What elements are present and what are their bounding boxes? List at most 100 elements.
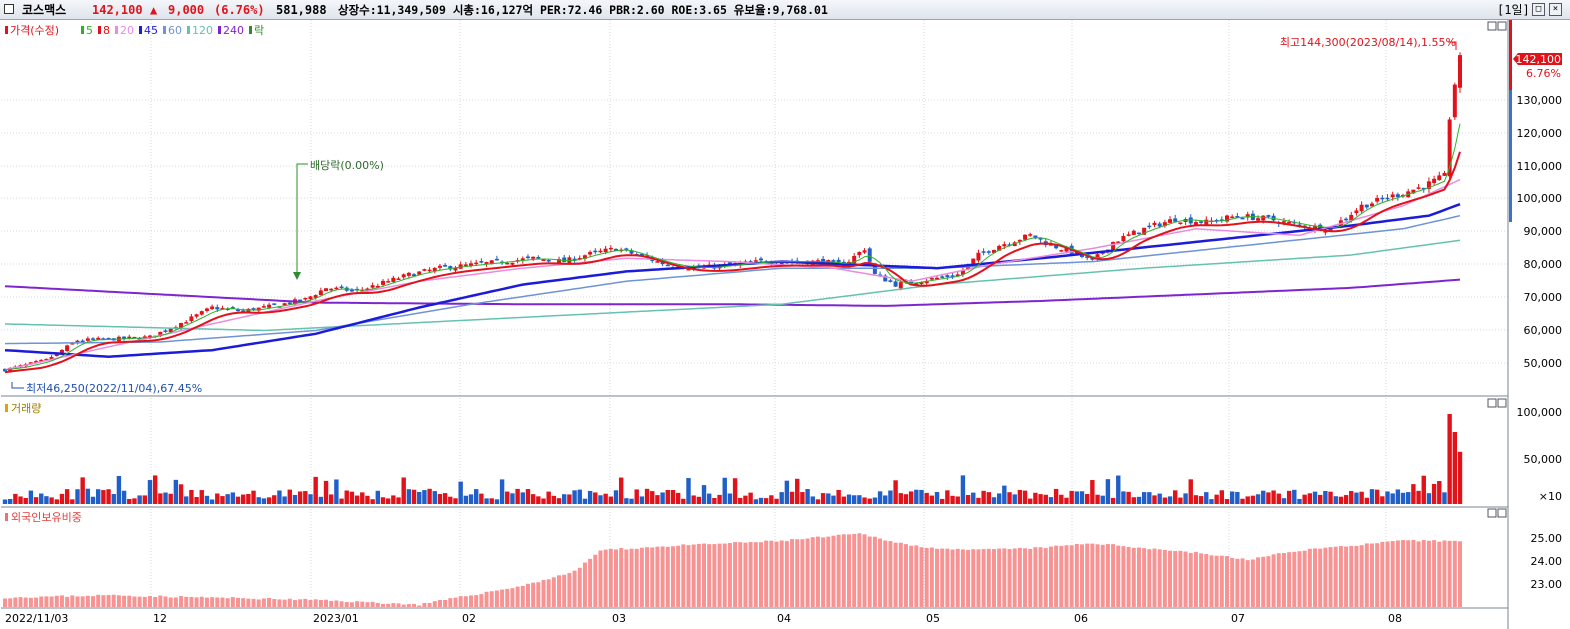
volume-bar [246,493,251,504]
volume-bar [287,489,292,504]
candle-body [557,259,562,265]
price-panel-minimize-icon[interactable] [1487,21,1497,31]
foreign-bar [1333,546,1338,607]
candle-body [437,265,442,268]
foreign-bar [375,602,380,607]
low-annotation-label: 최저46,250(2022/11/04),67.45% [26,382,202,395]
volume-bar [826,493,831,504]
volume-bar [1317,494,1323,504]
volume-bar [1053,488,1059,504]
foreign-bar [815,536,820,607]
foreign-bar [893,542,898,607]
price-range-bar-down [1509,90,1512,222]
candle-body [386,281,391,283]
volume-bar [1286,490,1292,504]
volume-bar [893,480,898,504]
foreign-bar [91,596,96,607]
y-tick-80000: 80,000 [1524,258,1563,271]
volume-bar [215,493,220,504]
foreign-bar [986,548,991,607]
candle-body [380,280,385,285]
volume-bar [562,494,567,504]
high-annotation: 최고144,300(2023/08/14),1.55% [1280,36,1457,50]
volume-bar [525,489,531,504]
foreign-bar [681,544,686,607]
candle-body [422,269,427,271]
foreign-bar [872,536,877,607]
candle-body [624,248,629,250]
foreign-bar [453,597,458,607]
foreign-panel-close-icon[interactable] [1497,508,1507,518]
volume-bar [1266,492,1271,504]
foreign-bar [960,549,965,607]
foreign-bar [997,548,1002,607]
foreign-bar [287,598,292,607]
volume-bar [820,493,826,504]
foreign-bar [261,598,266,607]
foreign-panel-minimize-icon[interactable] [1487,508,1497,518]
candle-body [147,335,152,338]
period-selector[interactable]: [1일] [1497,3,1530,17]
foreign-bar [339,601,344,607]
candle-body [1359,204,1364,212]
volume-panel-minimize-icon[interactable] [1487,398,1497,408]
candle-body [1287,221,1292,224]
volume-bar [484,498,489,504]
volume-bar [1369,489,1375,504]
volume-bar [644,488,650,504]
foreign-bar [1338,546,1343,607]
foreign-bar [557,575,562,607]
foreign-bar [23,597,28,607]
header-bar: 코스맥스 142,100 ▲ 9,000 (6.76%) 581,988 상장수… [0,0,1570,20]
x-tick-2022-11-03: 2022/11/03 [5,612,68,625]
dividend-annotation-label: 배당락(0.00%) [310,159,384,172]
candle-body [70,343,75,345]
volume-bar [1297,498,1302,504]
volume-bar [769,495,774,504]
close-icon[interactable]: × [1549,3,1562,16]
candle-body [34,361,39,363]
volume-bar [1178,497,1183,504]
foreign-bar [225,598,230,607]
candle-body [945,275,950,278]
candle-body [453,267,458,271]
candle-body [199,311,204,315]
candle-body [1111,241,1116,250]
volume-bar [90,496,96,504]
foreign-bar [810,537,815,607]
foreign-bar [878,538,883,607]
foreign-bar [1364,543,1369,607]
current-price: 142,100 [92,3,143,17]
foreign-bar [1390,541,1395,607]
foreign-bar [1432,540,1437,607]
x-tick-03: 03 [612,612,626,625]
foreign-bar [1230,558,1235,607]
candle-body [608,247,613,250]
restore-icon[interactable]: □ [1532,3,1545,16]
vol-tick-50000: 50,000 [1524,453,1563,466]
price-panel-close-icon[interactable] [1497,21,1507,31]
volume-bar [1250,495,1256,504]
candle-body [484,262,489,264]
volume-bar [163,492,168,504]
foreign-bar [437,599,442,607]
candle-body [204,308,209,311]
volume-bar [147,480,153,504]
foreign-bar [427,603,432,607]
foreign-bar [722,543,727,607]
foreign-bar [1002,548,1007,607]
candle-body [1390,194,1395,198]
candle-body [225,308,230,311]
foreign-bar [1219,555,1224,607]
select-checkbox[interactable] [4,4,14,14]
volume-bar [1043,494,1048,504]
foreign-bar [665,546,670,607]
foreign-bar [500,589,505,607]
foreign-bar [1038,547,1043,607]
volume-bar [934,491,940,504]
volume-bar [960,475,966,504]
foreign-bar [401,604,406,607]
dividend-marker-line [296,163,308,278]
volume-panel-close-icon[interactable] [1497,398,1507,408]
